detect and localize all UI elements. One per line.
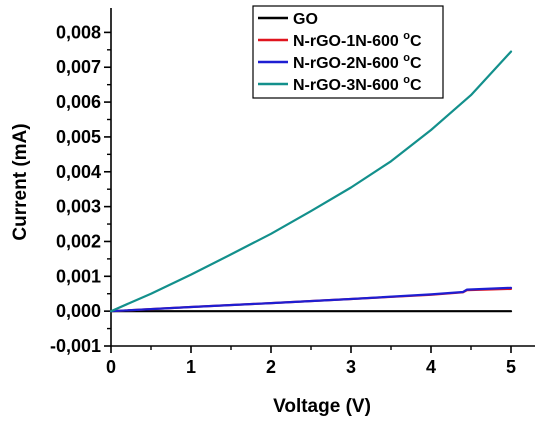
series-line-3	[109, 286, 513, 313]
legend-label: N-rGO-2N-600 oC	[293, 52, 422, 72]
x-tick-label: 3	[346, 357, 356, 377]
series-lines	[109, 50, 513, 313]
axes: 0 1 2 3 4 5 -0,001 0,000 0,001 0,002 0,003 0,004 0,0…	[50, 8, 535, 377]
y-tick-label: 0,004	[56, 162, 101, 182]
y-tick-label: 0,006	[56, 92, 101, 112]
y-tick-label: 0,001	[56, 266, 101, 286]
y-tick-label: 0,003	[56, 197, 101, 217]
legend-label: N-rGO-3N-600 oC	[293, 74, 422, 94]
legend-box	[252, 5, 444, 99]
series-line-4	[109, 50, 513, 313]
y-tick-label: 0,008	[56, 22, 101, 42]
x-tick-label: 0	[106, 357, 116, 377]
y-tick-label: 0,007	[56, 57, 101, 77]
y-tick-label: 0,000	[56, 301, 101, 321]
y-tick-label: -0,001	[50, 336, 101, 356]
x-tick-label: 5	[506, 357, 516, 377]
x-tick-label: 4	[426, 357, 436, 377]
x-axis-label: Voltage (V)	[273, 396, 371, 417]
y-axis-label: Current (mA)	[10, 123, 31, 240]
x-tick-label: 2	[266, 357, 276, 377]
legend: GO N-rGO-1N-600 oCN-rGO-2N-600 oCN-rGO-3N…	[252, 5, 444, 99]
legend-label: N-rGO-1N-600 oC	[293, 30, 422, 50]
x-tick-label: 1	[186, 357, 196, 377]
y-tick-label: 0,002	[56, 231, 101, 251]
y-tick-label: 0,005	[56, 127, 101, 147]
legend-label: GO	[293, 11, 318, 28]
